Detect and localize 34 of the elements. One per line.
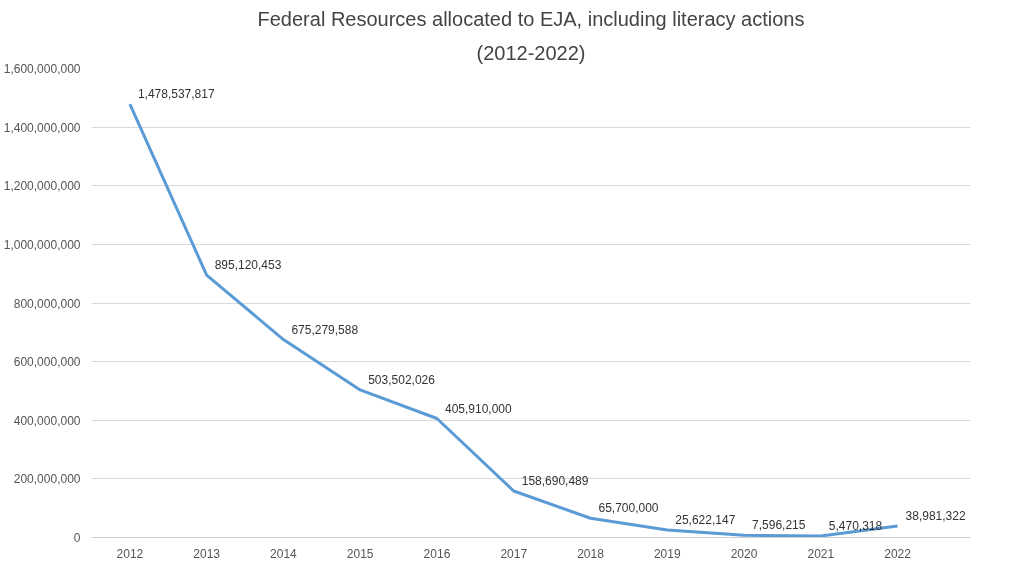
- data-label: 1,478,537,817: [137, 87, 215, 102]
- x-tick-label: 2022: [884, 546, 912, 561]
- y-tick-label: 400,000,000: [13, 413, 81, 428]
- x-tick-label: 2017: [500, 546, 528, 561]
- y-tick-label: 1,600,000,000: [3, 62, 81, 76]
- data-label: 38,981,322: [905, 509, 966, 524]
- y-tick-label: 800,000,000: [13, 296, 81, 311]
- chart-title: Federal Resources allocated to EJA, including literacy actions: [257, 7, 805, 30]
- data-label: 25,622,147: [675, 512, 736, 527]
- data-label: 675,279,588: [291, 322, 359, 337]
- data-label: 503,502,026: [368, 372, 436, 387]
- data-label: 7,596,215: [752, 518, 806, 533]
- x-tick-label: 2019: [653, 546, 681, 561]
- y-tick-label: 1,200,000,000: [3, 179, 81, 194]
- chart-subtitle: (2012-2022): [476, 41, 586, 64]
- data-label: 158,690,489: [521, 473, 589, 488]
- data-label: 65,700,000: [598, 501, 659, 516]
- data-label: 5,470,318: [828, 518, 883, 533]
- x-tick-label: 2020: [730, 546, 758, 561]
- data-label: 405,910,000: [444, 401, 513, 416]
- x-tick-label: 2018: [577, 546, 605, 561]
- x-tick-label: 2016: [423, 546, 451, 561]
- x-tick-label: 2013: [193, 546, 221, 561]
- y-tick-label: 0: [73, 531, 81, 545]
- y-tick-label: 1,400,000,000: [3, 120, 81, 135]
- y-tick-label: 200,000,000: [13, 472, 81, 487]
- y-tick-label: 600,000,000: [13, 355, 81, 370]
- x-tick-label: 2012: [116, 546, 144, 561]
- y-tick-label: 1,000,000,000: [3, 237, 81, 252]
- x-tick-label: 2015: [346, 546, 374, 561]
- x-tick-label: 2021: [807, 546, 835, 561]
- x-tick-label: 2014: [270, 546, 298, 561]
- line-series: [128, 102, 900, 538]
- data-label: 895,120,453: [214, 258, 282, 273]
